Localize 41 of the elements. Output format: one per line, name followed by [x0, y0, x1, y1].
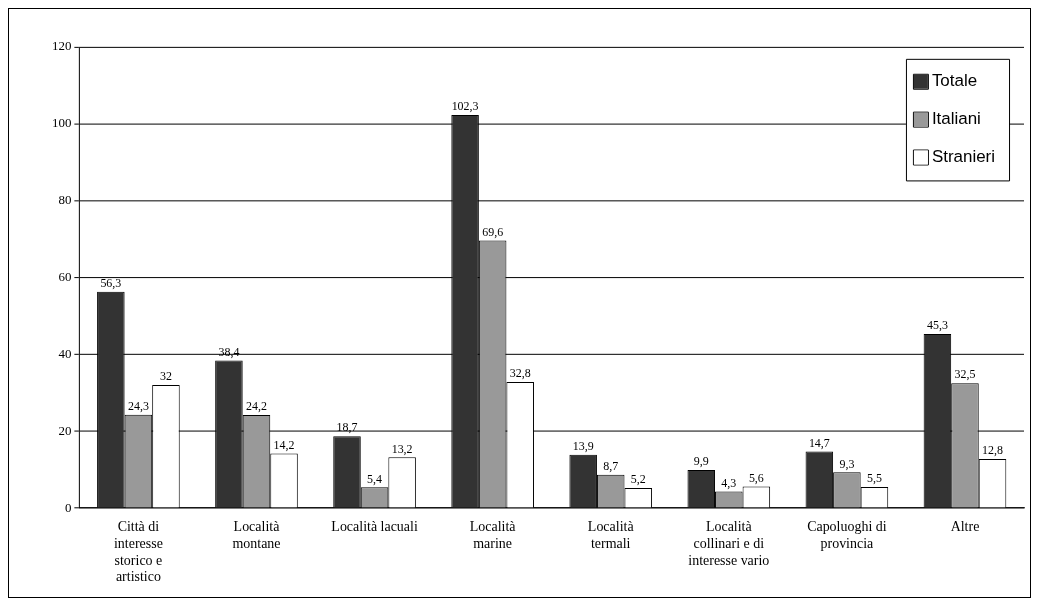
x-tick-label: Località termali — [587, 519, 634, 551]
data-label: 69,6 — [482, 224, 504, 239]
data-label: 12,8 — [982, 443, 1004, 458]
data-label: 9,3 — [839, 456, 855, 471]
x-tick-label: Altre — [950, 519, 980, 535]
y-tick-label: 0 — [64, 499, 72, 515]
data-label: 56,3 — [100, 275, 122, 290]
y-tick-label: 120 — [51, 38, 72, 54]
legend-label: Italiani — [931, 109, 981, 129]
data-label: 32,8 — [509, 366, 531, 381]
data-label: 14,7 — [808, 435, 830, 450]
data-label: 5,5 — [866, 471, 882, 486]
data-label: 14,2 — [273, 437, 295, 452]
data-label: 4,3 — [721, 475, 737, 490]
y-tick-label: 20 — [58, 422, 72, 438]
y-tick-label: 80 — [58, 192, 72, 208]
data-label: 24,3 — [127, 398, 149, 413]
data-label: 18,7 — [336, 420, 358, 435]
data-label: 13,2 — [391, 441, 413, 456]
data-label: 32,5 — [954, 367, 976, 382]
data-label: 32 — [159, 369, 172, 384]
legend-label: Totale — [931, 71, 978, 91]
data-label: 5,2 — [630, 472, 646, 487]
data-label: 5,4 — [367, 471, 383, 486]
data-label: 13,9 — [572, 438, 594, 453]
x-tick-label: Località collinari e di interesse vario — [688, 519, 770, 568]
y-tick-label: 100 — [51, 115, 72, 131]
x-tick-label: Località montane — [232, 519, 281, 551]
data-label: 45,3 — [926, 318, 948, 333]
y-tick-label: 40 — [58, 345, 72, 361]
x-tick-label: Località lacuali — [331, 519, 418, 535]
y-tick-label: 60 — [58, 268, 72, 284]
legend-label: Stranieri — [931, 147, 996, 167]
data-label: 24,2 — [246, 399, 267, 414]
x-tick-label: Località marine — [469, 519, 516, 551]
x-tick-label: Capoluoghi di provincia — [807, 519, 887, 551]
data-label: 102,3 — [451, 99, 479, 114]
data-label: 9,9 — [693, 454, 709, 469]
data-label: 8,7 — [603, 458, 619, 473]
x-tick-label: Città di interesse storico e artistico — [113, 519, 163, 585]
data-label: 5,6 — [748, 470, 764, 485]
